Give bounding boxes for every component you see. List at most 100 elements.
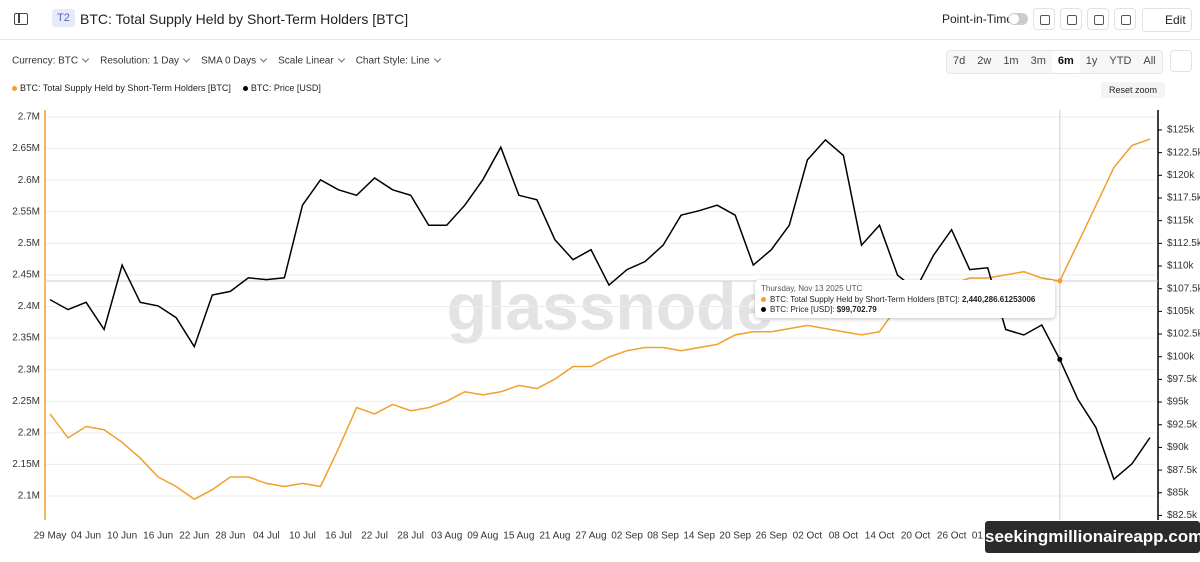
watermark: seekingmillionaireapp.com xyxy=(985,521,1200,553)
y2-tick-label: $115k xyxy=(1167,215,1195,226)
range-button[interactable]: 1m xyxy=(1003,55,1019,67)
toolbar-control[interactable]: Resolution: 1 Day xyxy=(100,56,189,67)
y-tick-label: 2.2M xyxy=(18,427,40,438)
hover-point xyxy=(1057,278,1063,284)
y-tick-label: 2.55M xyxy=(12,206,40,217)
range-button[interactable]: 7d xyxy=(953,55,966,67)
tooltip-row: BTC: Total Supply Held by Short-Term Hol… xyxy=(761,295,1049,305)
tooltip-swatch xyxy=(761,297,766,302)
y2-tick-label: $117.5k xyxy=(1167,193,1200,204)
legend-swatch xyxy=(12,86,17,91)
x-tick-label: 02 Oct xyxy=(793,531,823,542)
x-tick-label: 15 Aug xyxy=(503,531,534,542)
x-tick-label: 27 Aug xyxy=(575,531,606,542)
header: T2 BTC: Total Supply Held by Short-Term … xyxy=(0,0,1200,40)
tooltip-value: 2,440,286.61253006 xyxy=(961,295,1036,304)
y2-tick-label: $82.5k xyxy=(1167,510,1198,521)
share-button[interactable] xyxy=(1087,8,1109,30)
y-tick-label: 2.5M xyxy=(18,238,40,249)
y2-tick-label: $90k xyxy=(1167,442,1190,453)
x-tick-label: 02 Sep xyxy=(611,531,643,542)
x-tick-label: 29 May xyxy=(34,531,67,542)
y2-tick-label: $122.5k xyxy=(1167,147,1200,158)
x-tick-label: 08 Oct xyxy=(829,531,859,542)
y2-tick-label: $102.5k xyxy=(1167,329,1200,340)
y2-tick-label: $125k xyxy=(1167,125,1195,136)
toolbar: Currency: BTC Resolution: 1 Day SMA 0 Days… xyxy=(12,56,440,67)
y-tick-label: 2.35M xyxy=(12,333,40,344)
calendar-button[interactable] xyxy=(1170,50,1192,72)
legend-item[interactable]: BTC: Total Supply Held by Short-Term Hol… xyxy=(12,83,231,93)
y-tick-label: 2.45M xyxy=(12,270,40,281)
toolbar-control[interactable]: Scale Linear xyxy=(278,56,344,67)
y-tick-label: 2.15M xyxy=(12,459,40,470)
x-tick-label: 16 Jun xyxy=(143,531,173,542)
y-tick-label: 2.6M xyxy=(18,175,40,186)
range-selector: 7d 2w 1m 3m 6m 1y YTD All xyxy=(946,50,1163,74)
toolbar-control[interactable]: Chart Style: Line xyxy=(356,56,440,67)
point-in-time-label: Point-in-Time xyxy=(942,12,1013,26)
x-tick-label: 26 Sep xyxy=(755,531,787,542)
series-line xyxy=(49,138,1151,501)
tooltip-swatch xyxy=(761,307,766,312)
alert-button[interactable] xyxy=(1060,8,1082,30)
range-button[interactable]: 2w xyxy=(977,55,992,67)
y2-tick-label: $105k xyxy=(1167,306,1195,317)
toolbar-control[interactable]: Currency: BTC xyxy=(12,56,88,67)
y2-tick-label: $92.5k xyxy=(1167,419,1198,430)
y-tick-label: 2.7M xyxy=(18,112,40,123)
y2-tick-label: $87.5k xyxy=(1167,465,1198,476)
tooltip-title: Thursday, Nov 13 2025 UTC xyxy=(761,284,863,293)
legend-swatch xyxy=(242,86,248,91)
tooltip-row: BTC: Price [USD]: $99,702.79 xyxy=(761,305,1049,315)
tooltip-label: BTC: Price [USD]: xyxy=(770,305,835,314)
y-tick-label: 2.1M xyxy=(18,491,40,502)
range-button[interactable]: All xyxy=(1143,55,1156,67)
y-tick-label: 2.4M xyxy=(18,301,40,312)
sidebar-toggle[interactable] xyxy=(14,13,28,25)
y2-tick-label: $85k xyxy=(1167,487,1190,498)
series-line xyxy=(49,138,1151,481)
reset-zoom-button[interactable]: Reset zoom xyxy=(1101,82,1166,98)
legend-label: BTC: Total Supply Held by Short-Term Hol… xyxy=(20,83,231,93)
y-tick-label: 2.3M xyxy=(18,364,40,375)
edit-button[interactable]: Edit xyxy=(1142,8,1192,32)
range-button[interactable]: YTD xyxy=(1109,55,1132,67)
y2-tick-label: $120k xyxy=(1167,170,1195,181)
legend-label: BTC: Price [USD] xyxy=(250,83,321,93)
range-button[interactable]: 3m xyxy=(1030,55,1046,67)
copy-button[interactable] xyxy=(1114,8,1136,30)
x-tick-label: 21 Aug xyxy=(539,531,570,542)
x-tick-label: 28 Jun xyxy=(215,531,245,542)
x-tick-label: 04 Jun xyxy=(71,531,101,542)
x-tick-label: 08 Sep xyxy=(647,531,679,542)
x-tick-label: 04 Jul xyxy=(253,531,280,542)
x-tick-label: 16 Jul xyxy=(325,531,352,542)
x-tick-label: 20 Oct xyxy=(901,531,931,542)
point-in-time-toggle[interactable] xyxy=(1008,13,1028,25)
x-tick-label: 14 Oct xyxy=(865,531,895,542)
y2-tick-label: $100k xyxy=(1167,351,1195,362)
favorite-button[interactable] xyxy=(1033,8,1055,30)
toolbar-control[interactable]: SMA 0 Days xyxy=(201,56,266,67)
x-tick-label: 10 Jul xyxy=(289,531,316,542)
range-button[interactable]: 6m xyxy=(1051,51,1080,73)
x-tick-label: 22 Jul xyxy=(361,531,388,542)
range-button[interactable]: 1y xyxy=(1085,55,1098,67)
y-tick-label: 2.25M xyxy=(12,396,40,407)
x-tick-label: 14 Sep xyxy=(683,531,715,542)
y2-tick-label: $107.5k xyxy=(1167,283,1200,294)
legend-item[interactable]: BTC: Price [USD] xyxy=(242,83,321,93)
x-tick-label: 26 Oct xyxy=(937,531,967,542)
y2-tick-label: $97.5k xyxy=(1167,374,1198,385)
chart-title: BTC: Total Supply Held by Short-Term Hol… xyxy=(80,11,409,27)
x-tick-label: 20 Sep xyxy=(719,531,751,542)
x-tick-label: 22 Jun xyxy=(179,531,209,542)
x-tick-label: 10 Jun xyxy=(107,531,137,542)
x-tick-label: 28 Jul xyxy=(397,531,424,542)
tooltip: Thursday, Nov 13 2025 UTC BTC: Total Sup… xyxy=(755,280,1055,318)
tooltip-label: BTC: Total Supply Held by Short-Term Hol… xyxy=(770,295,960,304)
y2-tick-label: $95k xyxy=(1167,397,1190,408)
